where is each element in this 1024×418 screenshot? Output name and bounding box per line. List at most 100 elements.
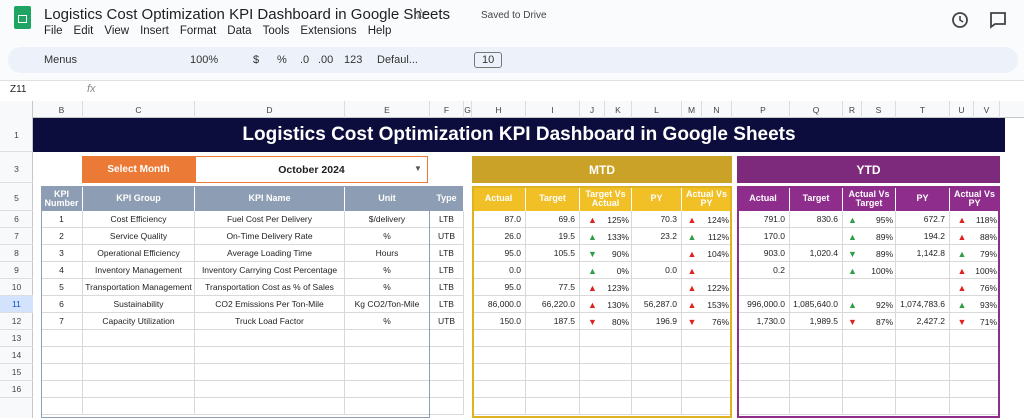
column-header[interactable]: C — [83, 101, 195, 118]
empty-cell — [580, 330, 632, 347]
menu-item[interactable]: Edit — [73, 25, 94, 37]
empty-cell — [737, 364, 790, 381]
ytd-border — [737, 186, 1000, 418]
status-percent: 112% — [707, 231, 729, 242]
empty-cell — [896, 381, 950, 398]
status-percent: 124% — [707, 214, 729, 225]
table-cell: 1,142.8 — [896, 245, 950, 262]
table-cell: 830.6 — [790, 211, 843, 228]
toolbar-item[interactable]: 10 — [474, 52, 503, 68]
empty-cell — [526, 381, 580, 398]
menu-item[interactable]: File — [44, 25, 63, 37]
column-header[interactable]: R — [843, 101, 862, 118]
menu-item[interactable]: Tools — [262, 25, 290, 37]
empty-cell — [41, 381, 83, 398]
row-header[interactable]: 11 — [0, 296, 33, 313]
toolbar-item[interactable]: .0 — [300, 54, 310, 66]
row-header[interactable]: 5 — [0, 186, 33, 211]
column-header[interactable]: L — [632, 101, 682, 118]
table-cell: 19.5 — [526, 228, 580, 245]
table-header: Target Vs Actual — [580, 186, 632, 211]
column-header[interactable]: N — [702, 101, 732, 118]
month-dropdown[interactable]: October 2024 — [195, 156, 428, 183]
table-cell: 56,287.0 — [632, 296, 682, 313]
row-header[interactable]: 8 — [0, 245, 33, 262]
toolbar-item[interactable]: % — [277, 54, 287, 66]
table-cell: Sustainability — [83, 296, 195, 313]
empty-cell — [737, 279, 790, 296]
toolbar-item[interactable]: Defaul... — [377, 54, 418, 66]
row-header[interactable]: 3 — [0, 156, 33, 183]
status-arrow: ▲ — [848, 214, 857, 225]
row-header-col — [0, 101, 33, 418]
status-arrow: ▲ — [848, 265, 857, 276]
empty-cell — [430, 330, 464, 347]
row-header[interactable]: 14 — [0, 347, 33, 364]
empty-cell — [526, 330, 580, 347]
name-box[interactable]: Z11 — [10, 84, 27, 95]
column-header[interactable]: V — [974, 101, 1000, 118]
column-header[interactable]: P — [737, 101, 790, 118]
status-percent: 130% — [607, 299, 629, 310]
toolbar-item[interactable]: $ — [253, 54, 260, 66]
column-header[interactable]: J — [580, 101, 605, 118]
row-header[interactable]: 16 — [0, 381, 33, 398]
menu-item[interactable]: View — [104, 25, 130, 37]
row-header[interactable]: 15 — [0, 364, 33, 381]
row-header[interactable]: 7 — [0, 228, 33, 245]
status-percent: 92% — [875, 299, 893, 310]
toolbar-item[interactable]: .00 — [318, 54, 334, 66]
row-header[interactable]: 10 — [0, 279, 33, 296]
empty-cell — [843, 381, 896, 398]
menu-item[interactable]: Data — [227, 25, 252, 37]
history-icon[interactable] — [950, 10, 970, 30]
table-cell: 996,000.0 — [737, 296, 790, 313]
column-header[interactable]: T — [896, 101, 950, 118]
row-header[interactable]: 1 — [0, 118, 33, 152]
column-header[interactable]: G — [464, 101, 472, 118]
table-header: Type — [430, 186, 464, 211]
status-percent: 90% — [611, 248, 629, 259]
empty-cell — [526, 347, 580, 364]
toolbar-item[interactable]: Menus — [44, 54, 78, 66]
menu-item[interactable]: Extensions — [300, 25, 357, 37]
menu-item[interactable]: Insert — [140, 25, 169, 37]
status-arrow: ▲ — [848, 299, 857, 310]
row-header[interactable]: 9 — [0, 262, 33, 279]
column-header[interactable]: F — [430, 101, 464, 118]
dashboard-title: Logistics Cost Optimization KPI Dashboar… — [33, 118, 1005, 152]
status-arrow: ▲ — [957, 265, 967, 276]
table-cell: 672.7 — [896, 211, 950, 228]
table-cell: 5 — [41, 279, 83, 296]
star-icon[interactable]: ☆ — [414, 6, 428, 23]
column-header[interactable]: S — [862, 101, 896, 118]
table-cell: 0.0 — [472, 262, 526, 279]
menu-item[interactable]: Format — [179, 25, 217, 37]
column-header[interactable]: M — [682, 101, 702, 118]
toolbar-item[interactable]: 100% — [190, 54, 219, 66]
column-header[interactable]: B — [41, 101, 83, 118]
row-header[interactable]: 13 — [0, 330, 33, 347]
comment-icon[interactable] — [988, 10, 1008, 30]
row-header[interactable]: 6 — [0, 211, 33, 228]
status-percent: 153% — [707, 299, 729, 310]
column-header[interactable]: D — [195, 101, 345, 118]
doc-title[interactable]: Logistics Cost Optimization KPI Dashboar… — [44, 6, 451, 23]
menu-item[interactable]: Help — [367, 25, 392, 37]
column-header[interactable]: U — [950, 101, 974, 118]
column-header[interactable]: I — [526, 101, 580, 118]
column-header[interactable]: K — [605, 101, 632, 118]
table-cell: 2 — [41, 228, 83, 245]
toolbar-item[interactable]: 123 — [344, 54, 363, 66]
column-header[interactable]: E — [345, 101, 430, 118]
table-cell: Transportation Cost as % of Sales — [195, 279, 345, 296]
table-header: KPI Group — [83, 186, 195, 211]
status-percent: 89% — [875, 248, 893, 259]
column-header[interactable]: Q — [790, 101, 843, 118]
empty-cell — [430, 381, 464, 398]
sheets-logo[interactable] — [14, 6, 31, 29]
row-header[interactable]: 12 — [0, 313, 33, 330]
select-month-label: Select Month — [82, 156, 195, 183]
empty-cell — [580, 381, 632, 398]
column-header[interactable]: H — [472, 101, 526, 118]
